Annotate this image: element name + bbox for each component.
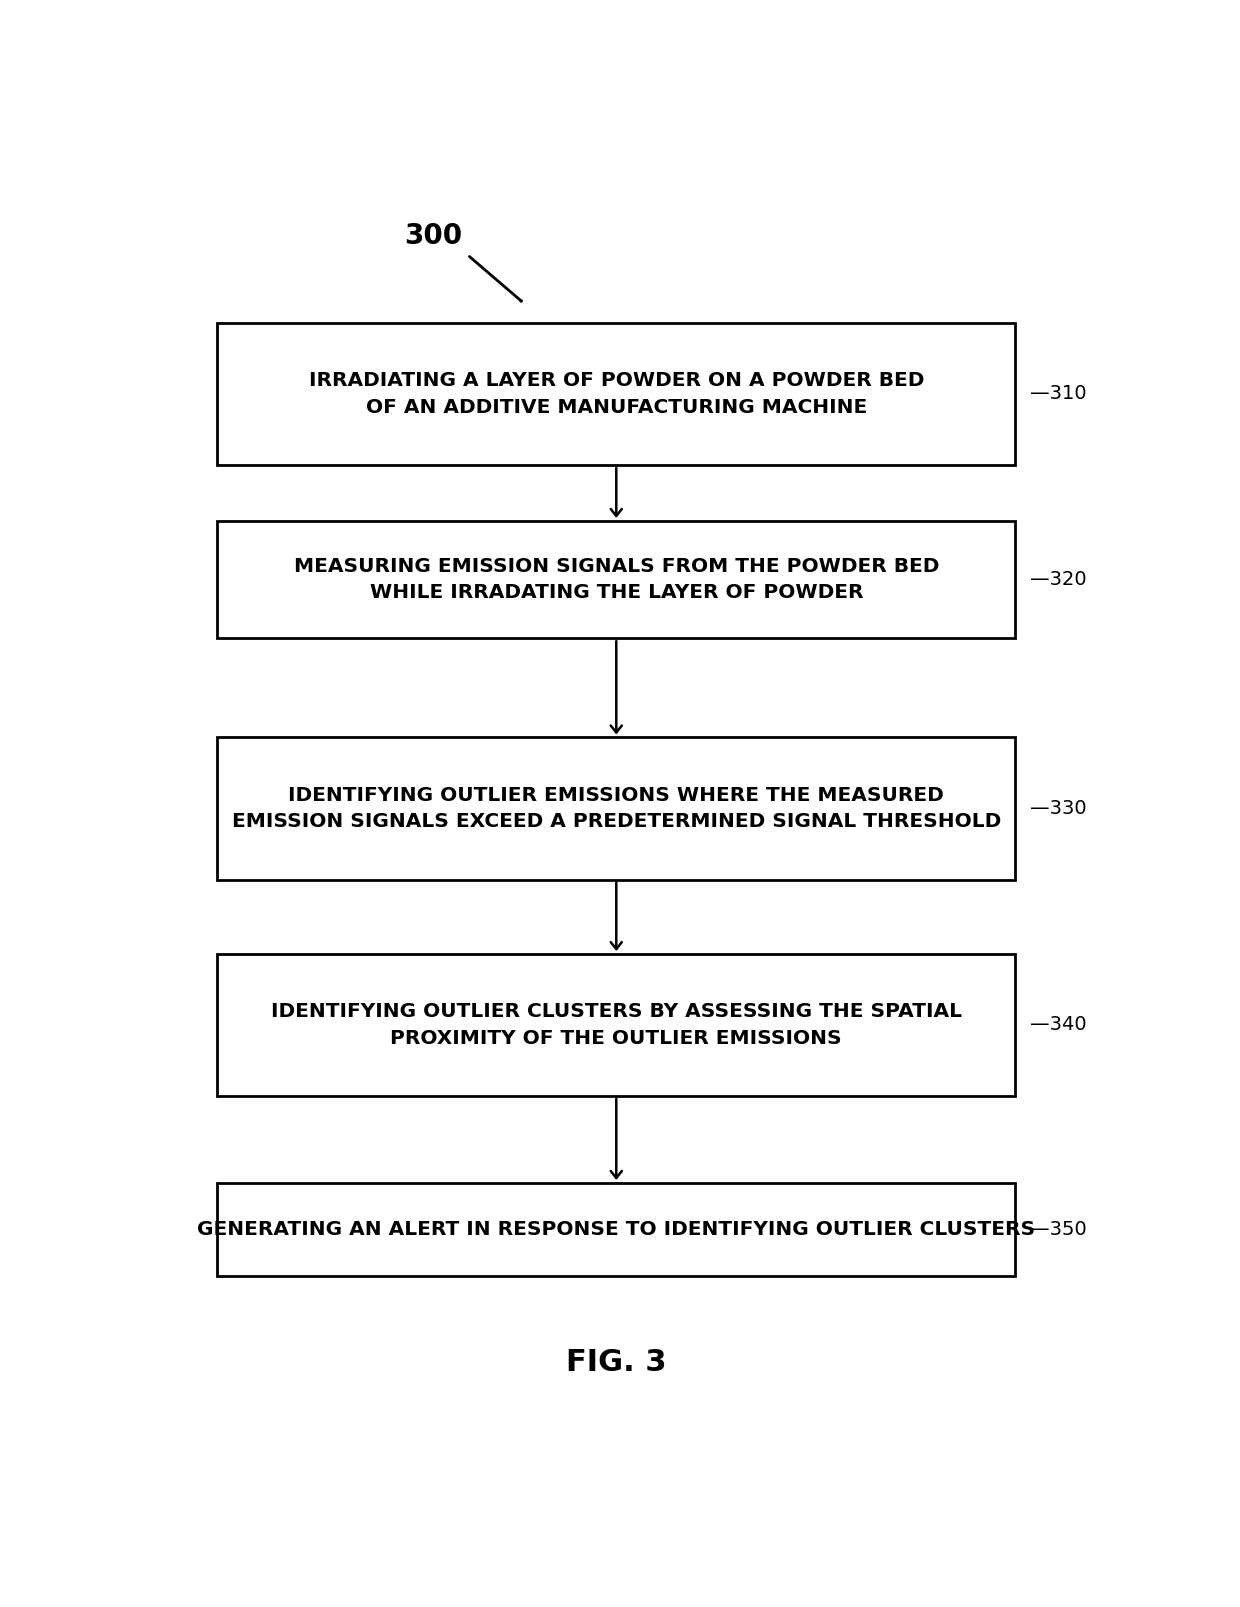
Text: —340: —340 <box>1029 1016 1086 1035</box>
Text: IDENTIFYING OUTLIER CLUSTERS BY ASSESSING THE SPATIAL
PROXIMITY OF THE OUTLIER E: IDENTIFYING OUTLIER CLUSTERS BY ASSESSIN… <box>270 1003 962 1048</box>
FancyBboxPatch shape <box>217 955 1016 1096</box>
Text: —310: —310 <box>1029 384 1086 403</box>
Text: MEASURING EMISSION SIGNALS FROM THE POWDER BED
WHILE IRRADATING THE LAYER OF POW: MEASURING EMISSION SIGNALS FROM THE POWD… <box>294 556 939 603</box>
Text: 300: 300 <box>404 222 463 251</box>
Text: GENERATING AN ALERT IN RESPONSE TO IDENTIFYING OUTLIER CLUSTERS: GENERATING AN ALERT IN RESPONSE TO IDENT… <box>197 1220 1035 1239</box>
FancyBboxPatch shape <box>217 738 1016 879</box>
Text: IRRADIATING A LAYER OF POWDER ON A POWDER BED
OF AN ADDITIVE MANUFACTURING MACHI: IRRADIATING A LAYER OF POWDER ON A POWDE… <box>309 371 924 416</box>
FancyBboxPatch shape <box>217 521 1016 638</box>
Text: —320: —320 <box>1029 570 1086 590</box>
FancyBboxPatch shape <box>217 323 1016 464</box>
Text: FIG. 3: FIG. 3 <box>565 1348 667 1377</box>
Text: —350: —350 <box>1029 1220 1086 1239</box>
Text: —330: —330 <box>1029 799 1086 818</box>
FancyBboxPatch shape <box>217 1183 1016 1276</box>
Text: IDENTIFYING OUTLIER EMISSIONS WHERE THE MEASURED
EMISSION SIGNALS EXCEED A PREDE: IDENTIFYING OUTLIER EMISSIONS WHERE THE … <box>232 786 1001 831</box>
FancyArrowPatch shape <box>470 257 521 301</box>
